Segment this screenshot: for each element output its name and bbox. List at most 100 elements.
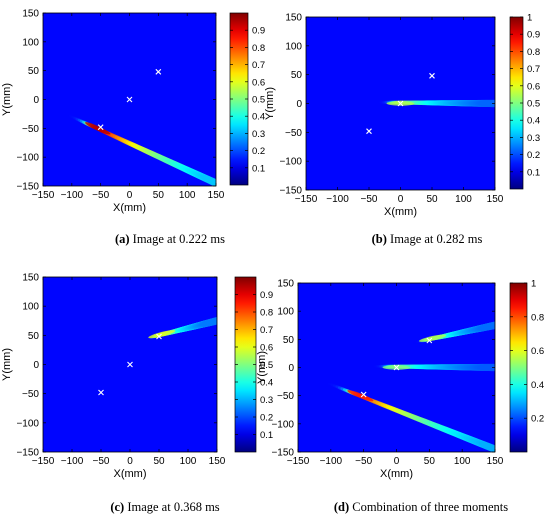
colorbar-tick-label: 0.4	[252, 112, 265, 123]
caption-c: (c) Image at 0.368 ms	[60, 500, 270, 515]
x-tick-label: 50	[424, 456, 436, 467]
x-tick-label: 150	[208, 190, 225, 201]
x-tick-label: −50	[361, 194, 378, 205]
colorbar-tick-label: 0.8	[527, 47, 540, 58]
caption-c-label: (c)	[110, 500, 125, 514]
y-tick-label: 0	[296, 99, 302, 110]
x-tick-label: 0	[127, 456, 133, 467]
y-tick-label: −150	[271, 448, 294, 459]
colorbar-tick-label: 0.6	[260, 343, 273, 354]
x-tick-label: −150	[287, 456, 310, 467]
x-tick-label: 50	[153, 190, 165, 201]
y-tick-label: 50	[283, 335, 295, 346]
colorbar-tick-label: 0.4	[260, 378, 273, 389]
colorbar-tick-label: 0.5	[527, 99, 540, 110]
y-tick-label: 150	[277, 279, 294, 290]
x-tick-label: −50	[355, 456, 372, 467]
y-axis-label: Y(mm)	[1, 348, 13, 381]
colorbar-tick-label: 1	[531, 279, 536, 290]
caption-d: (d) Combination of three moments	[296, 500, 546, 515]
colorbar-tick-label: 0.8	[252, 43, 265, 54]
y-tick-label: −150	[16, 182, 39, 193]
y-tick-label: −150	[279, 186, 302, 197]
target-marker	[426, 337, 433, 344]
y-tick-label: −100	[16, 153, 39, 164]
x-axis-label: X(mm)	[384, 206, 417, 218]
caption-b: (b) Image at 0.282 ms	[327, 232, 527, 247]
colorbar-tick-label: 0.3	[252, 129, 265, 140]
colorbar-tick-label: 0.3	[527, 133, 540, 144]
caption-c-text: Image at 0.368 ms	[127, 500, 220, 514]
x-axis-label: X(mm)	[113, 202, 146, 214]
x-tick-label: −50	[93, 456, 110, 467]
target-marker	[98, 389, 104, 396]
y-tick-label: −100	[271, 419, 294, 430]
caption-a-text: Image at 0.222 ms	[132, 232, 226, 246]
y-tick-label: −50	[22, 124, 39, 135]
colorbar-tick-label: 0.7	[527, 64, 540, 75]
colorbar-tick-label: 0.8	[531, 312, 544, 323]
x-tick-label: −100	[320, 456, 343, 467]
x-tick-label: −100	[61, 456, 84, 467]
heatmap-peak	[148, 330, 176, 339]
colorbar-tick-label: 0.6	[527, 81, 540, 92]
heatmap-peak	[418, 334, 447, 342]
caption-b-label: (b)	[371, 232, 387, 246]
target-marker	[97, 124, 104, 131]
x-tick-label: 100	[454, 456, 471, 467]
x-tick-label: 50	[153, 456, 165, 467]
x-tick-label: −100	[61, 190, 84, 201]
y-tick-label: 100	[22, 302, 39, 313]
caption-a: (a) Image at 0.222 ms	[65, 232, 275, 247]
y-axis-label: Y(mm)	[1, 83, 13, 116]
y-tick-label: −50	[22, 389, 39, 400]
target-marker	[156, 333, 162, 340]
y-tick-label: 50	[28, 66, 40, 77]
x-tick-label: 0	[398, 194, 404, 205]
y-axis-label: Y(mm)	[256, 351, 268, 384]
x-tick-label: 0	[394, 456, 400, 467]
y-tick-label: −50	[285, 128, 302, 139]
colorbar	[509, 282, 528, 453]
colorbar-tick-label: 0.5	[252, 95, 265, 106]
x-tick-label: 50	[426, 194, 438, 205]
x-tick-label: −150	[295, 194, 318, 205]
y-tick-label: −50	[277, 391, 294, 402]
colorbar	[234, 276, 257, 453]
y-tick-label: 50	[291, 70, 303, 81]
panel-b: −150 −100 −50 0 50 100 150 −150 −100 −50 0 50 100 150…	[264, 13, 540, 219]
target-marker	[397, 100, 404, 107]
y-tick-label: 100	[277, 307, 294, 318]
heatmap-features	[144, 315, 217, 340]
caption-a-label: (a)	[114, 232, 130, 246]
colorbar-tick-label: 0.5	[260, 360, 273, 371]
panel-a: −150 −100 −50 0 50 100 150 −150 −100 −50 0 50 100 150…	[1, 9, 265, 215]
y-axis-label: Y(mm)	[264, 87, 276, 120]
colorbar-tick-label: 0.2	[260, 413, 273, 424]
colorbar-tick-label: 0.9	[252, 26, 265, 37]
heatmap-peak	[85, 122, 111, 135]
y-tick-label: 150	[285, 13, 302, 24]
y-tick-label: 150	[22, 273, 39, 284]
x-tick-label: −150	[32, 190, 55, 201]
target-marker	[366, 128, 372, 135]
x-tick-label: 150	[487, 456, 504, 467]
x-tick-label: 100	[180, 456, 197, 467]
y-tick-label: −100	[279, 157, 302, 168]
target-marker	[127, 361, 133, 368]
target-marker	[393, 364, 400, 371]
panel-d: −150 −100 −50 0 50 100 150 −150 −100 −50 0 50 100 150…	[256, 279, 544, 481]
caption-b-text: Image at 0.282 ms	[390, 232, 483, 246]
caption-d-text: Combination of three moments	[352, 500, 509, 514]
colorbar-tick-label: 0.8	[260, 308, 273, 319]
colorbar-tick-label: 0.3	[260, 395, 273, 406]
colorbar-tick-label: 0.2	[527, 150, 540, 161]
y-tick-label: 0	[288, 363, 294, 374]
y-tick-label: −100	[16, 418, 39, 429]
x-tick-label: −100	[326, 194, 349, 205]
colorbar-tick-label: 0.1	[260, 430, 273, 441]
colorbar-tick-label: 0.6	[252, 77, 265, 88]
x-axis-label: X(mm)	[114, 468, 147, 480]
caption-d-label: (d)	[333, 500, 350, 514]
